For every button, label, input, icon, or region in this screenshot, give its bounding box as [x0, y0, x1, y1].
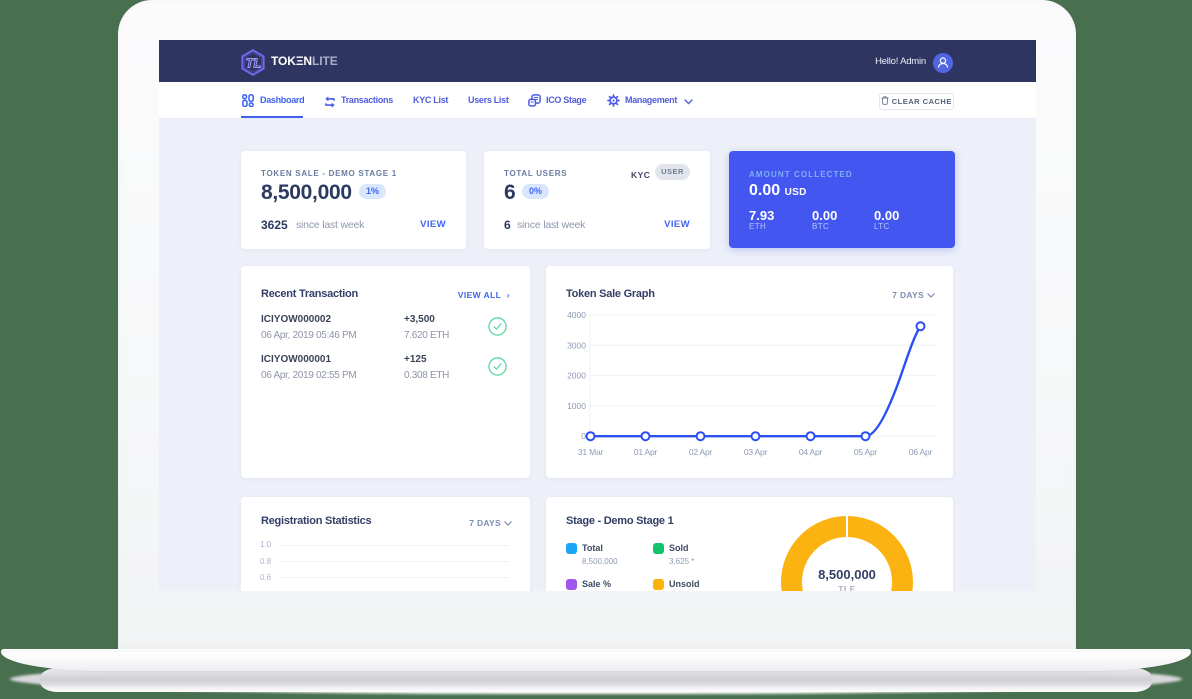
svg-text:02 Apr: 02 Apr [689, 447, 713, 457]
svg-text:2000: 2000 [567, 371, 586, 381]
svg-text:06 Apr: 06 Apr [909, 447, 933, 457]
svg-text:04 Apr: 04 Apr [799, 447, 823, 457]
svg-text:01 Apr: 01 Apr [634, 447, 658, 457]
svg-text:03 Apr: 03 Apr [744, 447, 768, 457]
svg-text:31 Mar: 31 Mar [578, 447, 604, 457]
svg-text:4000: 4000 [567, 310, 586, 320]
svg-text:TL: TL [246, 56, 262, 71]
svg-text:0: 0 [581, 431, 586, 441]
svg-text:3000: 3000 [567, 340, 586, 350]
svg-text:1000: 1000 [567, 401, 586, 411]
svg-text:05 Apr: 05 Apr [854, 447, 878, 457]
